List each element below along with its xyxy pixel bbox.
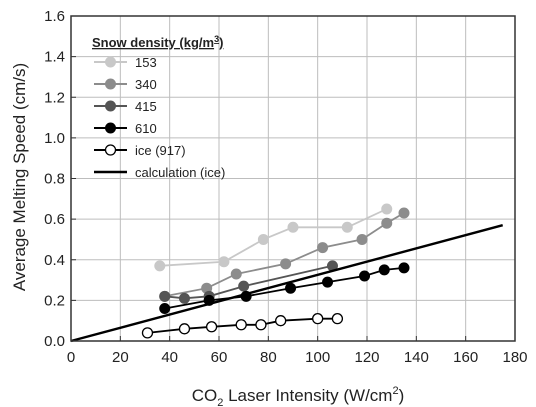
- x-tick-label: 180: [502, 349, 527, 366]
- y-tick-label: 1.4: [44, 49, 65, 66]
- y-tick-label: 1.0: [44, 130, 65, 147]
- legend-label: calculation (ice): [135, 165, 225, 180]
- data-point: [178, 323, 191, 335]
- x-tick-label: 100: [305, 349, 330, 366]
- y-tick-label: 0.2: [44, 292, 65, 309]
- data-point: [331, 313, 344, 325]
- data-point: [381, 217, 393, 229]
- y-tick-label: 0.0: [44, 333, 65, 350]
- legend-swatch-marker: [105, 78, 116, 90]
- data-point: [317, 242, 329, 254]
- series-5: [70, 224, 504, 343]
- legend-label: 610: [135, 121, 157, 136]
- data-series: [70, 203, 504, 343]
- x-axis-title: CO2 Laser Intensity (W/cm2): [192, 385, 405, 407]
- data-point: [235, 319, 247, 331]
- legend-item: 340: [94, 77, 157, 92]
- legend-items: 153 340 415 610 ice (917) calculation (ice): [94, 55, 225, 180]
- x-tick-label: 0: [67, 349, 75, 366]
- legend-swatch-marker: [105, 56, 116, 68]
- legend-label: 415: [135, 99, 157, 114]
- legend-label: 153: [135, 55, 157, 70]
- series-line: [159, 208, 388, 267]
- data-point: [275, 315, 287, 327]
- legend-item: 415: [94, 99, 157, 114]
- series-4: [141, 313, 344, 339]
- data-point: [356, 233, 368, 245]
- data-point: [322, 276, 334, 288]
- series-line: [70, 224, 504, 343]
- tick-labels: 0 20 40 60 80 100 120 140 160 180 0.0 0.2 0.4 0.6 0.8 1…: [44, 8, 527, 366]
- legend-swatch-marker: [105, 122, 116, 134]
- data-point: [141, 327, 154, 339]
- data-point: [287, 221, 299, 233]
- x-tick-label: 60: [211, 349, 228, 366]
- series-3: [159, 262, 410, 314]
- data-point: [255, 319, 267, 331]
- legend-label: 340: [135, 77, 157, 92]
- x-tick-label: 120: [354, 349, 379, 366]
- x-tick-label: 40: [161, 349, 178, 366]
- data-point: [159, 303, 171, 314]
- data-point: [154, 260, 166, 272]
- legend-label: ice (917): [135, 143, 186, 158]
- legend: Snow density (kg/m3) 153 340 415 610 ice (91…: [92, 34, 225, 180]
- legend-title: Snow density (kg/m3): [92, 34, 223, 50]
- data-point: [398, 262, 410, 274]
- data-point: [285, 282, 297, 294]
- legend-swatch-marker: [104, 144, 117, 156]
- y-axis-title: Average Melting Speed (cm/s): [10, 63, 29, 291]
- data-point: [257, 233, 269, 245]
- legend-item: ice (917): [94, 143, 186, 158]
- y-tick-label: 0.8: [44, 171, 65, 188]
- data-point: [381, 203, 393, 215]
- series-0: [154, 203, 393, 272]
- series-1: [159, 207, 410, 302]
- legend-swatch-marker: [105, 100, 116, 112]
- data-point: [398, 207, 410, 219]
- x-tick-label: 160: [453, 349, 478, 366]
- y-tick-label: 1.6: [44, 8, 65, 25]
- x-tick-label: 140: [404, 349, 429, 366]
- legend-item: 610: [94, 121, 157, 136]
- data-point: [178, 292, 190, 304]
- x-tick-label: 20: [112, 349, 129, 366]
- data-point: [280, 258, 292, 270]
- data-point: [341, 221, 353, 233]
- y-tick-label: 0.6: [44, 211, 65, 228]
- data-point: [205, 321, 218, 333]
- y-tick-label: 1.2: [44, 89, 65, 106]
- data-point: [159, 290, 171, 302]
- data-point: [238, 280, 250, 292]
- data-point: [359, 270, 371, 282]
- data-point: [378, 264, 390, 276]
- grid-lines: [71, 16, 515, 341]
- data-point: [218, 256, 230, 268]
- x-tick-label: 80: [260, 349, 277, 366]
- data-point: [230, 268, 242, 280]
- y-tick-label: 0.4: [44, 252, 65, 269]
- data-point: [312, 313, 324, 325]
- legend-item: calculation (ice): [94, 165, 225, 180]
- legend-item: 153: [94, 55, 157, 70]
